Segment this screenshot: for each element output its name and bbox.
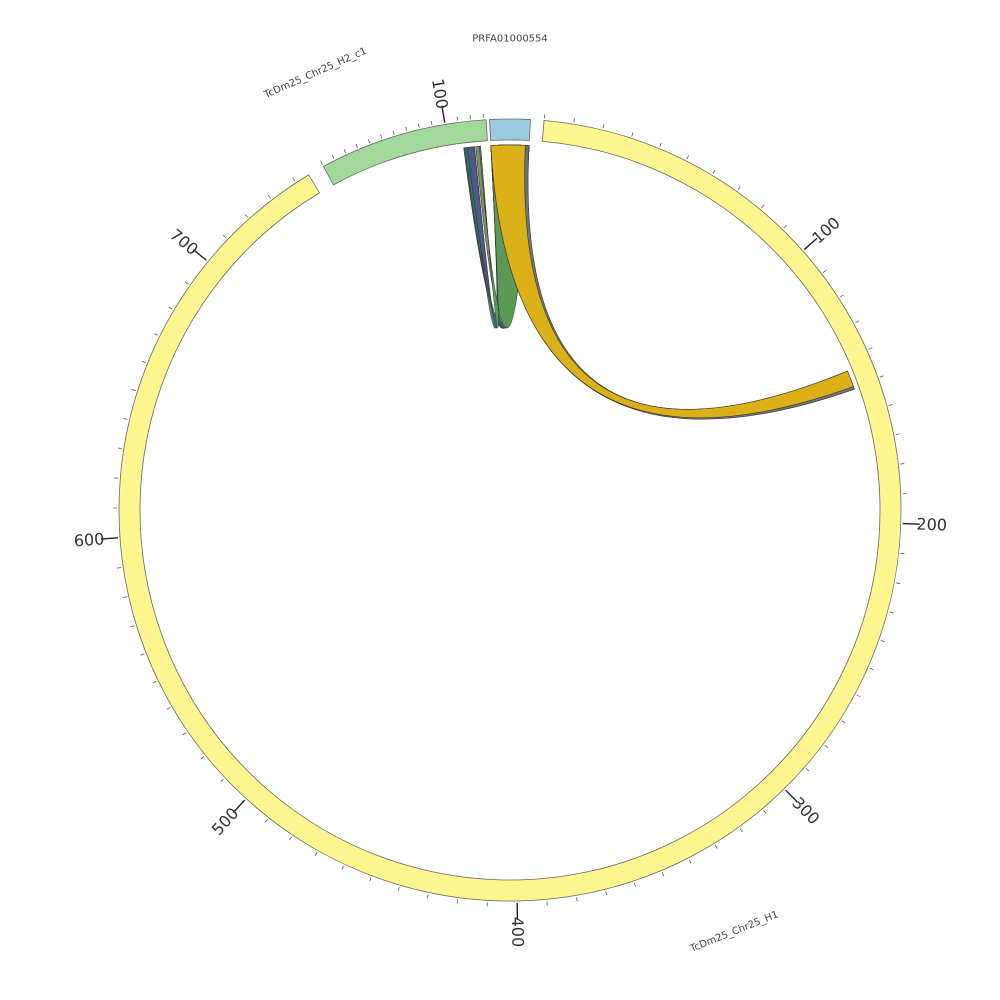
minor-tick-TcDm25_Chr25_H1-630 <box>117 447 122 450</box>
minor-tick-TcDm25_Chr25_H1-560 <box>140 653 145 656</box>
minor-tick-TcDm25_Chr25_H1-730 <box>267 194 271 199</box>
minor-tick-TcDm25_Chr25_H1-330 <box>714 844 718 849</box>
minor-tick-TcDm25_Chr25_H1-250 <box>869 667 874 671</box>
minor-tick-TcDm25_Chr25_H2_c1-10 <box>331 154 335 159</box>
segment-TcDm25_Chr25_H1 <box>118 120 902 902</box>
minor-tick-TcDm25_Chr25_H1-90 <box>783 224 787 229</box>
minor-tick-TcDm25_Chr25_H1-230 <box>889 611 894 614</box>
major-tick-TcDm25_Chr25_H1-100 <box>803 237 818 251</box>
major-tick-TcDm25_Chr25_H1-500 <box>232 799 246 814</box>
segment-label-TcDm25_Chr25_H1: TcDm25_Chr25_H1 <box>688 909 780 955</box>
major-tick-TcDm25_Chr25_H1-200 <box>902 522 920 525</box>
tick-label-TcDm25_Chr25_H1-700: 700 <box>166 225 202 259</box>
minor-tick-TcDm25_Chr25_H1-280 <box>824 744 829 748</box>
minor-tick-TcDm25_Chr25_H2_c1-80 <box>417 123 420 128</box>
minor-tick-TcDm25_Chr25_H1-50 <box>686 155 690 160</box>
minor-tick-TcDm25_Chr25_H1-740 <box>292 177 296 182</box>
minor-tick-TcDm25_Chr25_H1-220 <box>896 582 901 584</box>
minor-tick-TcDm25_Chr25_H2_c1-60 <box>392 130 395 135</box>
minor-tick-TcDm25_Chr25_H1-310 <box>763 810 767 814</box>
minor-tick-TcDm25_Chr25_H1-720 <box>244 214 248 218</box>
minor-tick-TcDm25_Chr25_H1-660 <box>141 360 146 363</box>
minor-tick-TcDm25_Chr25_H2_c1-0 <box>320 160 323 165</box>
tick-label-TcDm25_Chr25_H1-400: 400 <box>508 916 528 947</box>
minor-tick-TcDm25_Chr25_H1-130 <box>855 320 860 324</box>
minor-tick-TcDm25_Chr25_H1-40 <box>659 142 662 147</box>
minor-tick-TcDm25_Chr25_H1-340 <box>688 859 692 864</box>
minor-tick-TcDm25_Chr25_H2_c1-90 <box>430 120 433 125</box>
tick-label-TcDm25_Chr25_H1-600: 600 <box>73 529 105 550</box>
minor-tick-TcDm25_Chr25_H1-520 <box>200 756 205 760</box>
link-ribbon-6 <box>490 144 854 418</box>
minor-tick-TcDm25_Chr25_H1-690 <box>184 281 189 285</box>
ticks-layer <box>100 105 920 920</box>
segment-PRFA01000554 <box>489 118 531 141</box>
minor-tick-TcDm25_Chr25_H2_c1-70 <box>405 126 408 131</box>
major-tick-TcDm25_Chr25_H1-300 <box>785 789 799 803</box>
minor-tick-TcDm25_Chr25_H1-370 <box>605 891 608 896</box>
minor-tick-TcDm25_Chr25_H1-380 <box>576 897 578 902</box>
minor-tick-TcDm25_Chr25_H1-450 <box>369 877 372 882</box>
major-tick-TcDm25_Chr25_H1-700 <box>192 249 207 261</box>
minor-tick-TcDm25_Chr25_H1-60 <box>712 169 716 174</box>
minor-tick-TcDm25_Chr25_H1-70 <box>737 186 741 191</box>
minor-tick-TcDm25_Chr25_H1-540 <box>166 707 171 710</box>
tick-label-TcDm25_Chr25_H1-100: 100 <box>808 213 843 247</box>
segment-label-TcDm25_Chr25_H2_c1: TcDm25_Chr25_H2_c1 <box>262 46 369 102</box>
minor-tick-TcDm25_Chr25_H1-580 <box>122 596 127 599</box>
minor-tick-TcDm25_Chr25_H1-570 <box>130 625 135 628</box>
minor-tick-TcDm25_Chr25_H1-170 <box>895 433 900 435</box>
minor-tick-TcDm25_Chr25_H1-320 <box>739 828 743 833</box>
minor-tick-TcDm25_Chr25_H1-360 <box>633 882 636 887</box>
minor-tick-TcDm25_Chr25_H1-30 <box>631 132 634 137</box>
minor-tick-TcDm25_Chr25_H1-670 <box>154 333 159 336</box>
minor-tick-TcDm25_Chr25_H1-530 <box>182 732 187 736</box>
minor-tick-TcDm25_Chr25_H1-150 <box>879 375 884 378</box>
minor-tick-TcDm25_Chr25_H1-710 <box>223 235 227 239</box>
segment-label-PRFA01000554: PRFA01000554 <box>472 34 548 45</box>
minor-tick-TcDm25_Chr25_H1-650 <box>131 389 136 392</box>
minor-tick-TcDm25_Chr25_H1-460 <box>341 865 344 870</box>
minor-tick-TcDm25_Chr25_H1-550 <box>152 680 157 684</box>
minor-tick-TcDm25_Chr25_H1-480 <box>289 836 292 841</box>
segments-layer <box>118 118 902 902</box>
minor-tick-TcDm25_Chr25_H1-590 <box>117 567 122 569</box>
minor-tick-TcDm25_Chr25_H1-120 <box>840 294 844 298</box>
minor-tick-TcDm25_Chr25_H1-680 <box>168 306 173 310</box>
minor-tick-TcDm25_Chr25_H1-240 <box>880 640 885 643</box>
minor-tick-TcDm25_Chr25_H1-270 <box>841 720 846 724</box>
minor-tick-TcDm25_Chr25_H2_c1-20 <box>343 149 347 154</box>
minor-tick-TcDm25_Chr25_H1-470 <box>314 852 318 857</box>
minor-tick-TcDm25_Chr25_H1-260 <box>856 694 861 698</box>
links-layer <box>463 144 855 420</box>
minor-tick-TcDm25_Chr25_H1-420 <box>456 899 459 904</box>
minor-tick-TcDm25_Chr25_H1-290 <box>805 768 810 772</box>
minor-tick-TcDm25_Chr25_H1-110 <box>822 269 827 273</box>
minor-tick-TcDm25_Chr25_H1-160 <box>888 404 893 406</box>
tick-label-TcDm25_Chr25_H1-200: 200 <box>916 515 947 535</box>
minor-tick-TcDm25_Chr25_H1-510 <box>220 778 224 783</box>
segment-TcDm25_Chr25_H2_c1 <box>322 119 488 186</box>
minor-tick-TcDm25_Chr25_H1-10 <box>573 118 575 123</box>
minor-tick-TcDm25_Chr25_H2_c1-30 <box>355 143 358 148</box>
minor-tick-TcDm25_Chr25_H1-140 <box>868 347 873 350</box>
minor-tick-TcDm25_Chr25_H2_c1-40 <box>367 139 371 144</box>
minor-tick-TcDm25_Chr25_H1-440 <box>397 886 400 892</box>
minor-tick-TcDm25_Chr25_H1-640 <box>123 418 128 420</box>
minor-tick-TcDm25_Chr25_H1-350 <box>661 872 665 877</box>
major-tick-TcDm25_Chr25_H2_c1-100 <box>441 105 446 123</box>
minor-tick-TcDm25_Chr25_H1-490 <box>264 819 268 823</box>
tick-label-TcDm25_Chr25_H2_c1-100: 100 <box>428 77 452 110</box>
major-tick-TcDm25_Chr25_H1-600 <box>100 537 119 540</box>
minor-tick-TcDm25_Chr25_H2_c1-50 <box>380 134 383 139</box>
minor-tick-TcDm25_Chr25_H1-20 <box>602 124 605 129</box>
minor-tick-TcDm25_Chr25_H1-80 <box>761 204 765 209</box>
minor-tick-TcDm25_Chr25_H1-430 <box>427 894 429 899</box>
link-ribbon-5 <box>490 144 855 420</box>
minor-tick-TcDm25_Chr25_H2_c1-110 <box>456 116 458 121</box>
